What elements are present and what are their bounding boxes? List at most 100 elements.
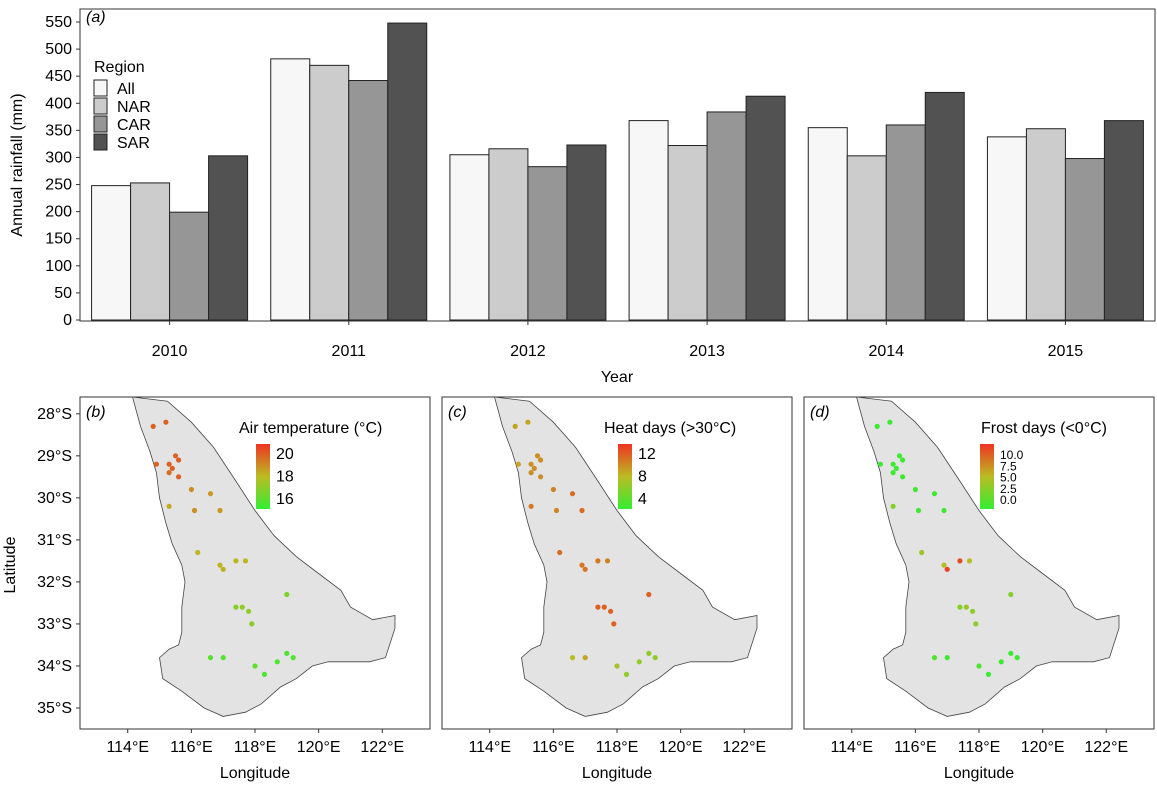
station-point xyxy=(890,503,896,509)
map-panel-d: (d) Frost days (<0°C) 10.07.55.02.50.0 114°… xyxy=(803,396,1155,782)
station-point xyxy=(525,419,531,425)
map-x-axis-title: Longitude xyxy=(220,765,290,782)
region-outline xyxy=(855,396,1120,717)
lat-tick-label: 32°S xyxy=(37,574,72,591)
station-point xyxy=(890,461,896,467)
lon-tick-label: 114°E xyxy=(468,739,511,756)
station-point xyxy=(941,562,947,568)
station-point xyxy=(608,608,614,614)
station-point xyxy=(169,465,175,471)
station-point xyxy=(150,423,156,429)
station-point xyxy=(944,566,950,572)
legend-label-car: CAR xyxy=(117,117,151,134)
station-point xyxy=(220,655,226,661)
station-point xyxy=(528,503,534,509)
bar-y-tick-label: 300 xyxy=(45,149,72,166)
bar-y-tick-label: 200 xyxy=(45,204,72,221)
bar-y-tick-label: 350 xyxy=(45,122,72,139)
lat-tick-label: 28°S xyxy=(37,406,72,423)
station-point xyxy=(646,591,652,598)
bar-y-axis: 0 50 100 150 200 250 300 350 400 450 500 550 xyxy=(45,14,80,329)
colorbar-tick-label: 5.0 xyxy=(1000,471,1017,485)
map-panel-b: (b) Air temperature (°C) 20 18 16 114°E 116°E 1… xyxy=(79,396,431,782)
lon-tick-label: 120°E xyxy=(297,739,341,756)
bar-sar-2015 xyxy=(1103,120,1144,321)
bar-nar-2011 xyxy=(309,64,350,321)
station-point xyxy=(233,558,239,564)
legend-label-sar: SAR xyxy=(117,135,150,152)
legend-label-nar: NAR xyxy=(117,99,151,116)
legend-swatch-all xyxy=(93,79,108,97)
station-point xyxy=(900,457,906,463)
lon-tick-label: 114°E xyxy=(830,739,873,756)
bar-sar-2014 xyxy=(924,91,965,321)
station-point xyxy=(579,507,585,514)
bar-car-2011 xyxy=(348,80,389,321)
bar-car-2010 xyxy=(169,211,210,321)
station-point xyxy=(246,608,252,614)
map-y-axis-title: Latitude xyxy=(2,536,19,593)
colorbar-tick-label: 2.5 xyxy=(1000,482,1017,496)
bar-y-tick-label: 150 xyxy=(45,231,72,248)
station-point xyxy=(284,650,290,657)
station-point xyxy=(900,474,906,480)
lon-tick-label: 122°E xyxy=(360,739,404,756)
bar-y-tick-label: 500 xyxy=(45,41,72,58)
station-point xyxy=(569,655,576,661)
station-point xyxy=(595,558,601,564)
station-point xyxy=(957,604,963,610)
station-point xyxy=(887,419,893,425)
lon-tick-label: 120°E xyxy=(659,739,703,756)
station-point xyxy=(176,457,182,463)
station-point xyxy=(512,423,518,429)
station-point xyxy=(261,671,268,678)
station-point xyxy=(582,566,588,572)
lon-tick-label: 118°E xyxy=(958,739,1001,756)
lat-tick-label: 33°S xyxy=(37,616,72,633)
colorbar-title: Heat days (>30°C) xyxy=(604,420,736,437)
station-point xyxy=(893,465,899,471)
station-point xyxy=(538,457,544,463)
station-point xyxy=(569,491,576,497)
station-point xyxy=(1014,655,1020,661)
legend-swatch-car xyxy=(93,115,108,133)
station-point xyxy=(195,549,201,556)
bar-all-2010 xyxy=(91,185,132,321)
station-point xyxy=(976,663,982,669)
station-point xyxy=(614,663,620,669)
station-point xyxy=(550,486,557,493)
station-point xyxy=(531,465,537,471)
station-point xyxy=(896,453,903,459)
station-point xyxy=(595,604,601,610)
lat-tick-label: 29°S xyxy=(37,448,72,465)
station-point xyxy=(623,671,630,678)
panel-label-a: (a) xyxy=(86,9,106,26)
station-point xyxy=(528,461,534,467)
bar-series xyxy=(91,22,1144,321)
lon-tick-label: 120°E xyxy=(1021,739,1065,756)
colorbar-tick-label: 12 xyxy=(638,446,656,463)
bar-y-tick-label: 550 xyxy=(45,14,72,31)
station-point xyxy=(611,621,617,627)
bar-nar-2010 xyxy=(130,182,171,321)
station-point xyxy=(912,486,919,493)
colorbar-tick-label: 20 xyxy=(276,446,294,463)
panel-label-c: (c) xyxy=(448,404,467,421)
station-point xyxy=(176,474,182,480)
station-point xyxy=(919,549,925,556)
bar-x-tick-label: 2013 xyxy=(689,343,725,360)
bar-x-tick-label: 2012 xyxy=(510,343,546,360)
bar-sar-2012 xyxy=(566,144,607,321)
lat-tick-label: 34°S xyxy=(37,658,72,675)
station-point xyxy=(274,659,280,665)
station-point xyxy=(220,566,226,572)
bar-y-tick-label: 0 xyxy=(63,312,72,329)
station-point xyxy=(515,461,522,467)
bar-y-tick-label: 50 xyxy=(54,285,72,302)
rainfall-bar-chart: (a) 0 50 100 150 200 250 300 350 400 450 500 550 20… xyxy=(9,8,1156,386)
colorbar-tick-label: 18 xyxy=(276,469,294,486)
station-point xyxy=(970,608,976,614)
bar-all-2012 xyxy=(449,154,490,321)
